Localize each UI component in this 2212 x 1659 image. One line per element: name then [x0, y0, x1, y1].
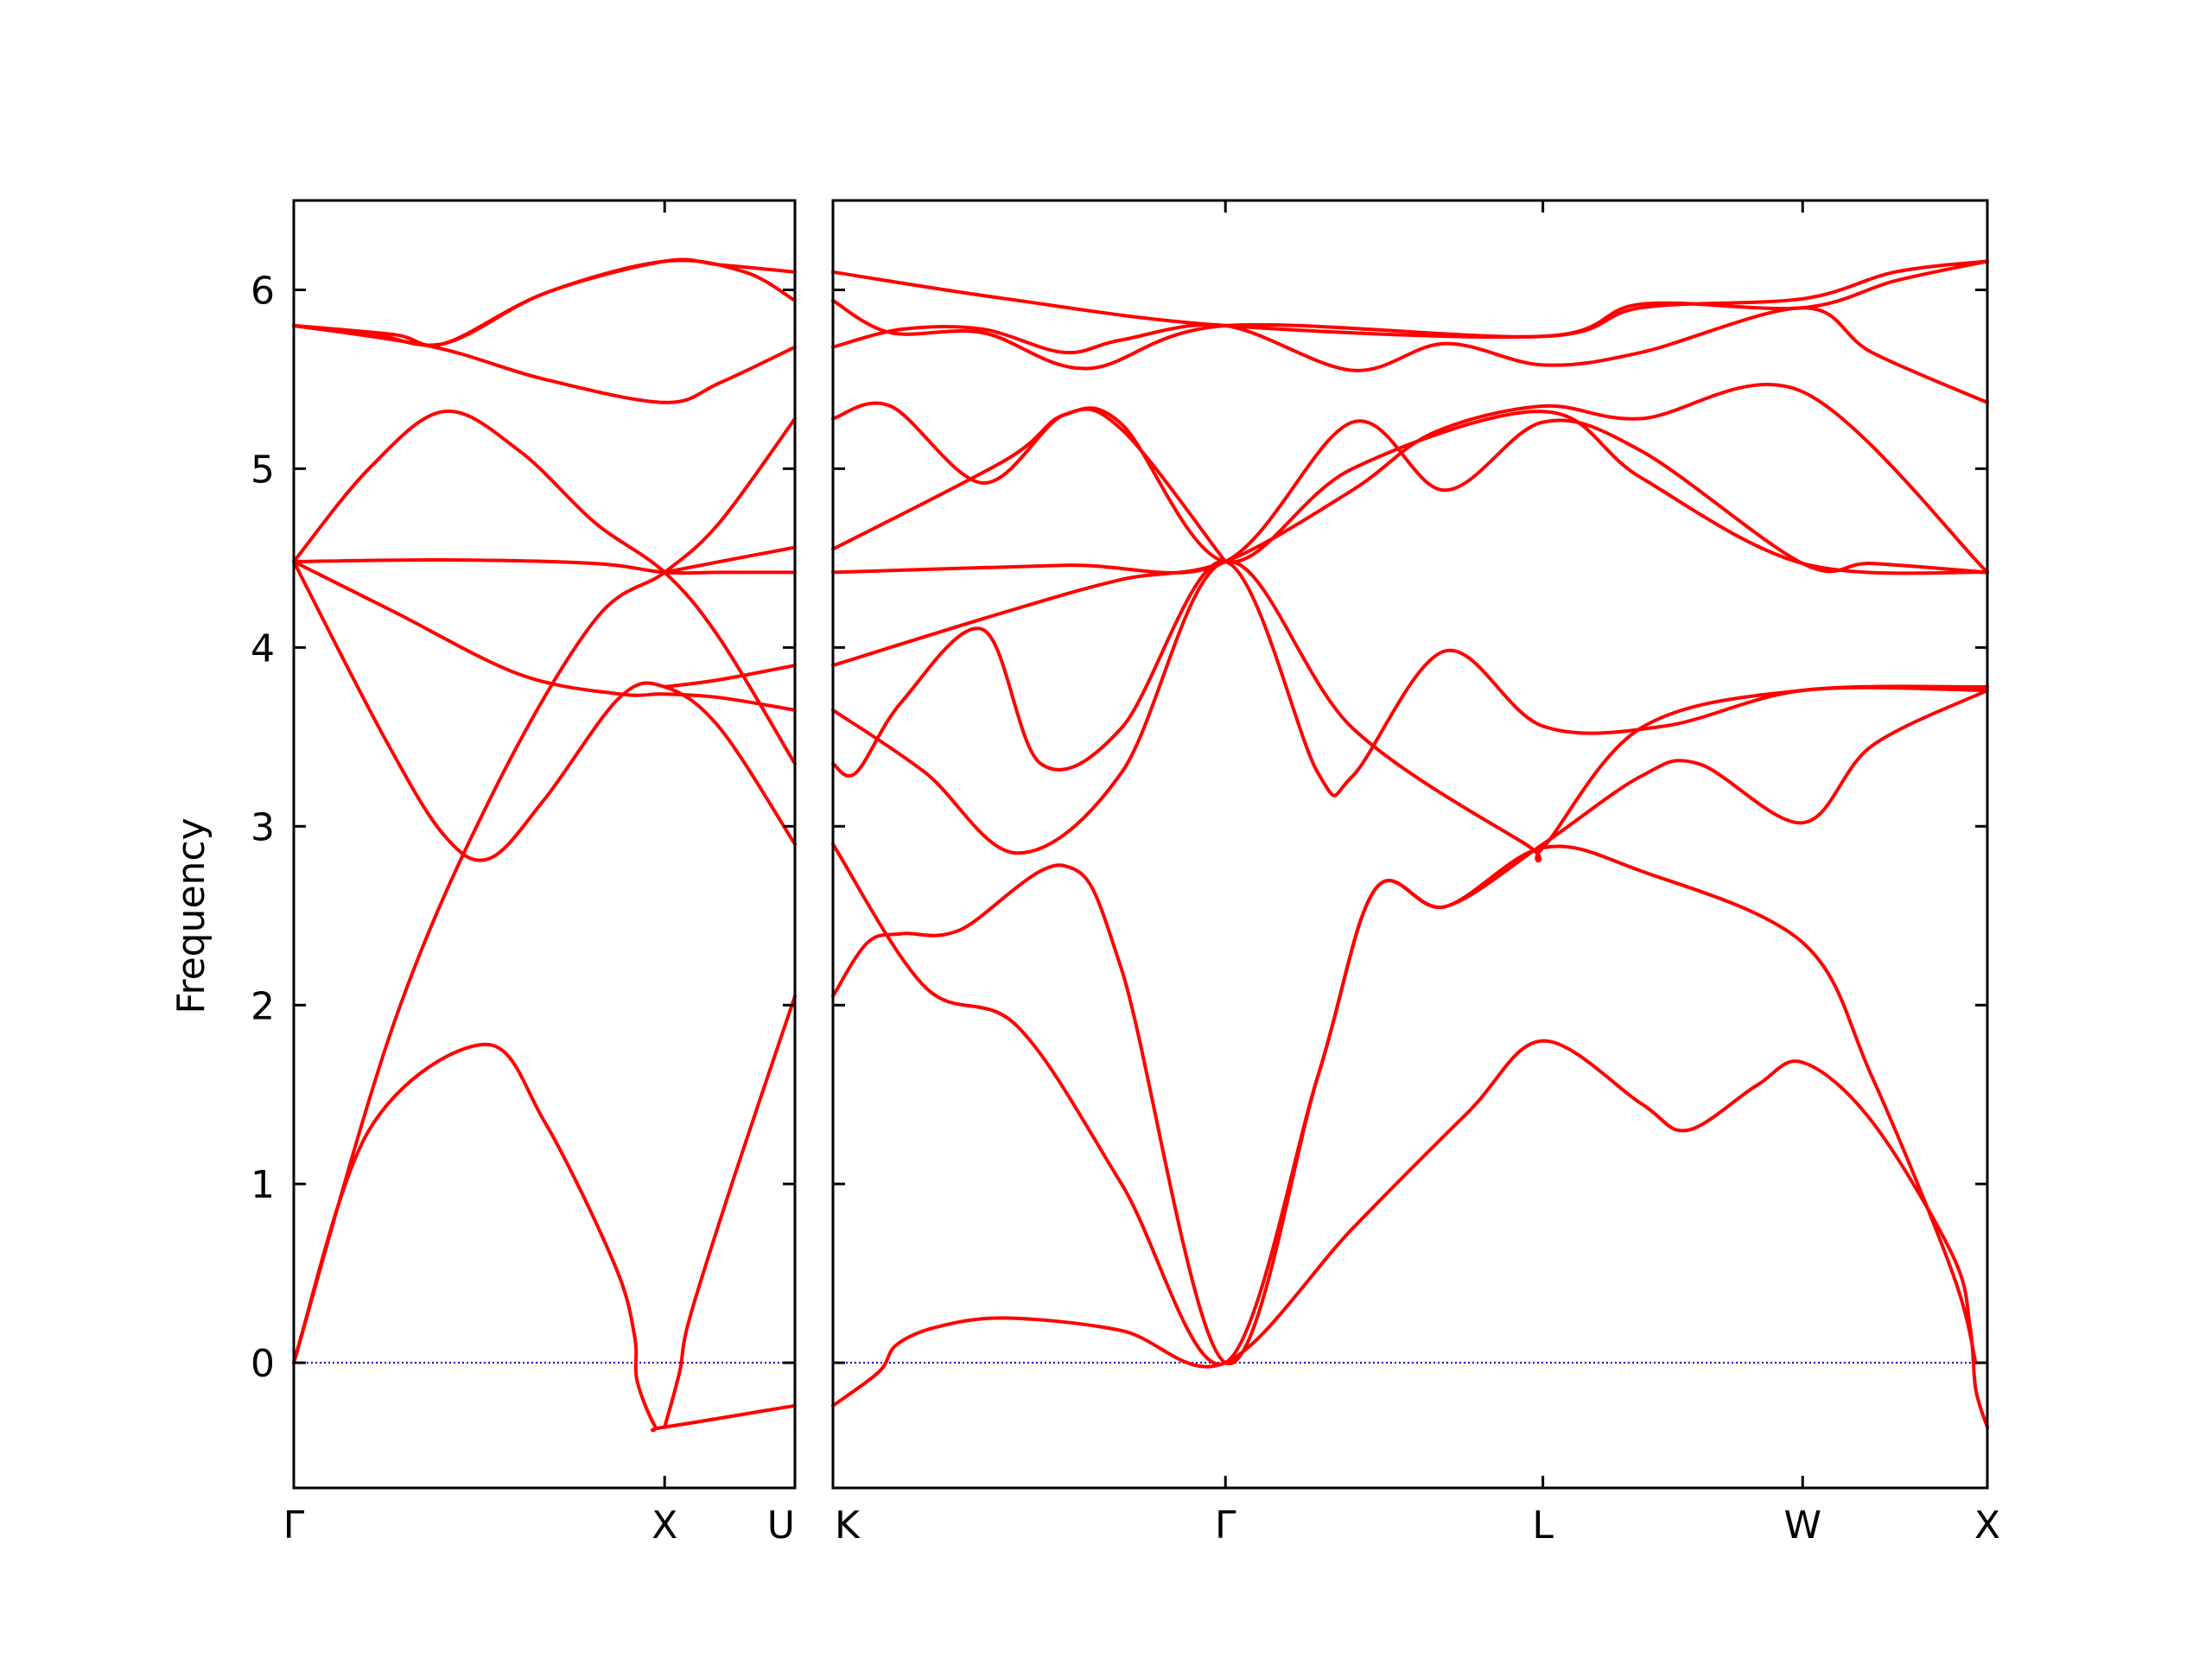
x-tick-label: X: [1974, 1503, 2000, 1548]
band-line-branch-9: [292, 258, 797, 347]
band-line-branch-4: [831, 559, 1989, 863]
y-tick-label: 2: [251, 984, 275, 1028]
x-tick-label: Γ: [283, 1503, 305, 1548]
panel-gamma-x-u: 0 1 2 3 4 5 6 Γ X U: [251, 199, 797, 1548]
band-line-branch-7: [831, 418, 1989, 575]
band-line-branch-5: [831, 559, 1989, 798]
x-tick-label: L: [1532, 1503, 1554, 1548]
band-line-branch-3: [831, 689, 1989, 1366]
band-line-branch-12: [831, 259, 1989, 340]
band-line-branch-1: [292, 1042, 797, 1433]
band-line-branch-13: [663, 664, 797, 689]
x-tick-label: K: [835, 1503, 861, 1548]
y-tick-label: 3: [251, 805, 275, 849]
y-tick-label: 5: [251, 448, 275, 492]
panels: 0 1 2 3 4 5 6 Γ X U K Γ L W X: [251, 199, 2000, 1548]
y-tick-label: 4: [251, 626, 275, 671]
y-axis-label: Frequency: [169, 817, 213, 1014]
band-line-branch-6: [831, 383, 1989, 668]
plot-frame: [292, 199, 797, 1490]
band-line-branch-12: [663, 545, 797, 575]
y-tick-label: 1: [251, 1163, 275, 1207]
band-line-branch-10: [292, 1289, 316, 1365]
plot-frame: [831, 199, 1989, 1490]
x-tick-label: U: [767, 1503, 795, 1548]
x-tick-label: X: [652, 1503, 677, 1548]
band-line-branch-2: [292, 416, 797, 1365]
band-line-branch-6: [292, 409, 797, 766]
band-line-branch-4: [292, 560, 797, 712]
band-line-branch-11: [663, 994, 797, 1429]
y-tick-label: 6: [251, 269, 275, 313]
x-tick-label: W: [1783, 1503, 1821, 1548]
band-line-branch-9: [831, 401, 1228, 563]
band-line-branch-11: [831, 259, 1989, 371]
y-tick-label: 0: [251, 1342, 275, 1386]
x-tick-label: Γ: [1215, 1503, 1236, 1548]
band-line-branch-3: [292, 560, 797, 862]
band-line-branch-5: [292, 557, 797, 575]
